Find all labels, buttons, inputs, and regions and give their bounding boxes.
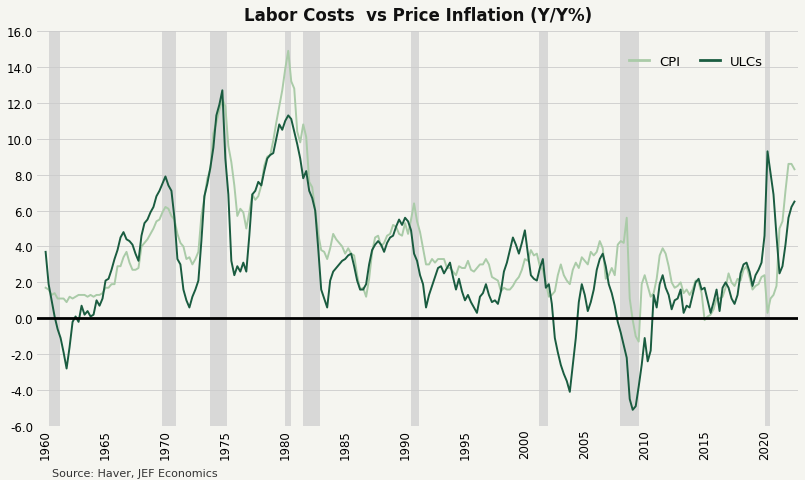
- Line: ULCs: ULCs: [46, 91, 795, 410]
- Bar: [48, 32, 60, 426]
- ULCs: [496, 289, 506, 295]
- CPI: [487, 275, 497, 280]
- Bar: [411, 32, 419, 426]
- Bar: [285, 32, 291, 426]
- ULCs: [790, 199, 799, 205]
- CPI: [607, 265, 617, 271]
- CPI: [634, 339, 643, 345]
- Text: Source: Haver, JEF Economics: Source: Haver, JEF Economics: [52, 468, 218, 478]
- CPI: [41, 285, 51, 291]
- ULCs: [487, 300, 497, 305]
- Bar: [210, 32, 227, 426]
- ULCs: [628, 407, 638, 413]
- ULCs: [217, 88, 227, 94]
- CPI: [790, 167, 799, 173]
- CPI: [283, 49, 293, 55]
- CPI: [337, 244, 347, 250]
- Bar: [620, 32, 638, 426]
- Bar: [765, 32, 770, 426]
- ULCs: [386, 235, 395, 241]
- Legend: CPI, ULCs: CPI, ULCs: [624, 50, 769, 74]
- Bar: [163, 32, 176, 426]
- Line: CPI: CPI: [46, 52, 795, 342]
- Bar: [539, 32, 548, 426]
- CPI: [550, 289, 559, 295]
- Title: Labor Costs  vs Price Inflation (Y/Y%): Labor Costs vs Price Inflation (Y/Y%): [244, 7, 592, 25]
- ULCs: [607, 291, 617, 297]
- ULCs: [41, 250, 51, 255]
- Bar: [303, 32, 320, 426]
- ULCs: [337, 258, 347, 264]
- CPI: [496, 289, 506, 295]
- CPI: [386, 231, 395, 237]
- ULCs: [550, 336, 559, 341]
